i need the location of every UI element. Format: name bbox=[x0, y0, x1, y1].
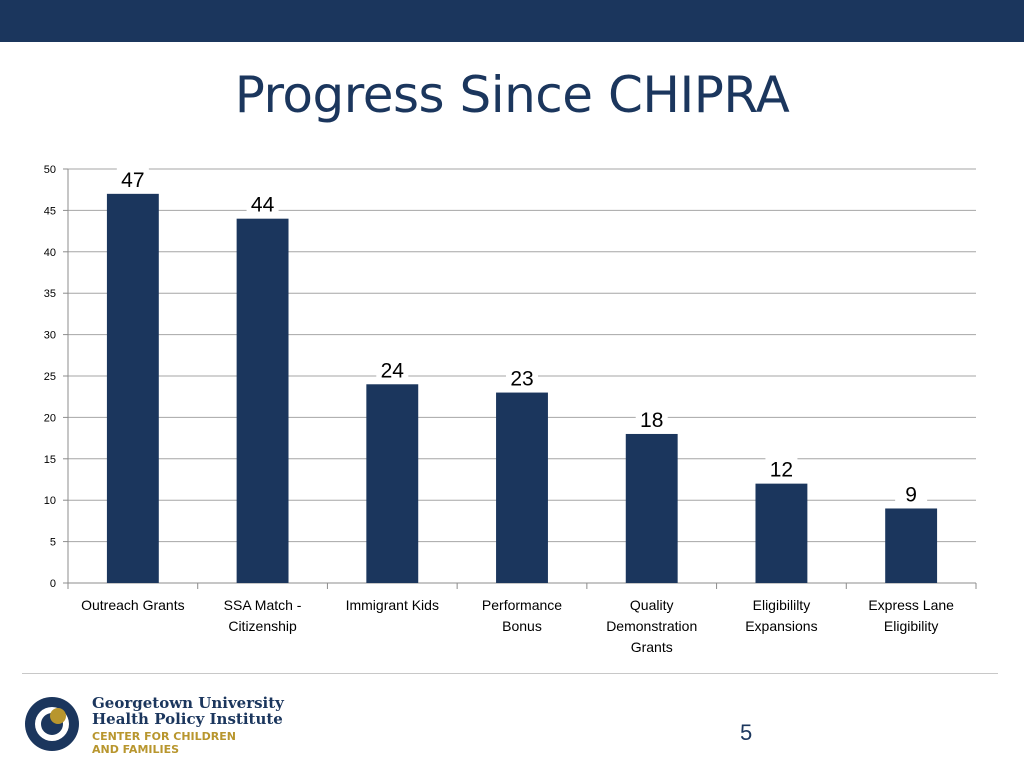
data-label-bg bbox=[376, 358, 409, 381]
x-category-label: Quality Demonstration Grants bbox=[606, 597, 697, 655]
bar bbox=[885, 508, 938, 583]
data-label-bg bbox=[635, 407, 668, 430]
page-number: 5 bbox=[740, 720, 753, 745]
x-category-label-line: Eligibililty bbox=[753, 597, 811, 613]
logo-line-3: CENTER FOR CHILDREN bbox=[92, 730, 236, 743]
y-tick-label: 20 bbox=[44, 412, 56, 424]
y-tick-label: 30 bbox=[44, 330, 56, 342]
x-category-label-line: Outreach Grants bbox=[81, 597, 185, 613]
x-category-label-line: Citizenship bbox=[228, 618, 297, 634]
x-category-label: Express Lane Eligibility bbox=[868, 597, 954, 634]
georgetown-logo: Georgetown University Health Policy Inst… bbox=[20, 690, 284, 760]
x-category-label: Performance Bonus bbox=[482, 597, 562, 634]
data-label: 47 bbox=[121, 169, 144, 192]
x-category-label-line: Expansions bbox=[745, 618, 817, 634]
y-tick-label: 5 bbox=[50, 537, 56, 549]
x-category-label-line: Performance bbox=[482, 597, 562, 613]
data-label: 9 bbox=[905, 483, 917, 506]
bar bbox=[366, 384, 419, 583]
y-tick-label: 10 bbox=[44, 495, 56, 507]
y-tick-label: 0 bbox=[50, 578, 56, 590]
bar bbox=[625, 433, 678, 583]
data-label: 12 bbox=[770, 459, 793, 482]
y-tick-label: 35 bbox=[44, 288, 56, 300]
bar bbox=[236, 218, 289, 583]
data-label: 23 bbox=[510, 368, 533, 391]
x-category-label-line: Eligibility bbox=[884, 618, 938, 634]
y-tick-label: 15 bbox=[44, 454, 56, 466]
slide-title: Progress Since CHIPRA bbox=[234, 66, 790, 124]
bar bbox=[106, 193, 159, 583]
y-tick-label: 50 bbox=[44, 164, 56, 176]
data-label-bg bbox=[246, 192, 279, 215]
data-label-bg bbox=[116, 167, 149, 190]
y-tick-label: 40 bbox=[44, 247, 56, 259]
data-label: 24 bbox=[381, 359, 405, 382]
y-tick-label: 45 bbox=[44, 205, 56, 217]
y-tick-label: 25 bbox=[44, 371, 56, 383]
bar bbox=[496, 392, 548, 583]
x-category-label-line: Grants bbox=[631, 639, 673, 655]
bar-chart: 0 5 10 15 20 25 30 35 40 45 50 47 Outreach Grants 44 S… bbox=[44, 164, 977, 655]
bar bbox=[755, 483, 808, 583]
footer-divider bbox=[22, 673, 998, 674]
logo-line-4: AND FAMILIES bbox=[92, 743, 180, 756]
x-category-label: Outreach Grants bbox=[81, 597, 185, 613]
x-category-label-line: Demonstration bbox=[606, 618, 697, 634]
x-category-label-line: Bonus bbox=[502, 618, 542, 634]
x-category-label: Immigrant Kids bbox=[346, 597, 439, 613]
x-category-label: SSA Match - Citizenship bbox=[224, 597, 302, 634]
top-banner bbox=[0, 0, 1024, 42]
data-label: 44 bbox=[251, 194, 275, 217]
data-label-bg bbox=[895, 482, 928, 505]
x-category-label: Eligibililty Expansions bbox=[745, 597, 817, 634]
x-category-label-line: Quality bbox=[630, 597, 674, 613]
data-label-bg bbox=[506, 366, 538, 389]
x-category-label-line: SSA Match - bbox=[224, 597, 302, 613]
logo-line-1: Georgetown University bbox=[92, 694, 284, 712]
logo-line-2: Health Policy Institute bbox=[92, 710, 283, 728]
logo-emblem-icon bbox=[25, 697, 79, 751]
x-category-label-line: Immigrant Kids bbox=[346, 597, 439, 613]
data-label: 18 bbox=[640, 409, 663, 432]
x-category-label-line: Express Lane bbox=[868, 597, 954, 613]
data-label-bg bbox=[765, 457, 798, 480]
